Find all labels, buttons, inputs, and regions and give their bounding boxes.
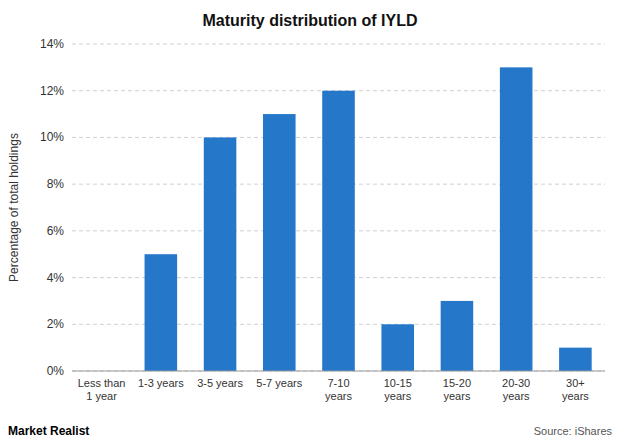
x-tick-label: 20-30years [502, 377, 530, 402]
bar [263, 114, 296, 371]
x-tick-label: 1-3 years [138, 377, 184, 389]
bar [381, 324, 414, 371]
footer-text: Source: iShares [534, 425, 613, 437]
chart: Maturity distribution of IYLD 0% 2% 4% 6% 8% 1… [0, 0, 620, 443]
y-tick-label: 10% [40, 130, 64, 144]
x-tick-label: 5-7 years [256, 377, 302, 389]
x-tick-label: 30+years [562, 377, 589, 402]
footer-text: Market Realist [8, 424, 89, 438]
bar [204, 137, 237, 371]
y-tick-label: 12% [40, 84, 64, 98]
y-tick-label: 8% [47, 177, 65, 191]
y-tick-label: 2% [47, 317, 65, 331]
x-axis-line [72, 371, 605, 372]
y-tick-label: 14% [40, 37, 64, 51]
bars [145, 67, 592, 371]
bar [559, 348, 592, 371]
bar [441, 301, 474, 371]
x-tick-label: 7-10years [325, 377, 352, 402]
y-axis-label: Percentage of total holdings [7, 133, 21, 282]
x-tick-label: 15-20years [443, 377, 471, 402]
grid-line [72, 371, 605, 372]
x-tick-label: Less than1 year [78, 377, 126, 402]
title: Maturity distribution of IYLD [202, 12, 417, 29]
y-tick-label: 6% [47, 224, 65, 238]
bar [322, 91, 355, 371]
grid [72, 44, 605, 371]
grid-line [72, 44, 605, 45]
bar [145, 254, 178, 371]
y-tick-label: 0% [47, 364, 65, 378]
x-tick-label: 3-5 years [197, 377, 243, 389]
y-tick-label: 4% [47, 271, 65, 285]
bar [500, 67, 533, 371]
x-tick-label: 10-15years [384, 377, 412, 402]
